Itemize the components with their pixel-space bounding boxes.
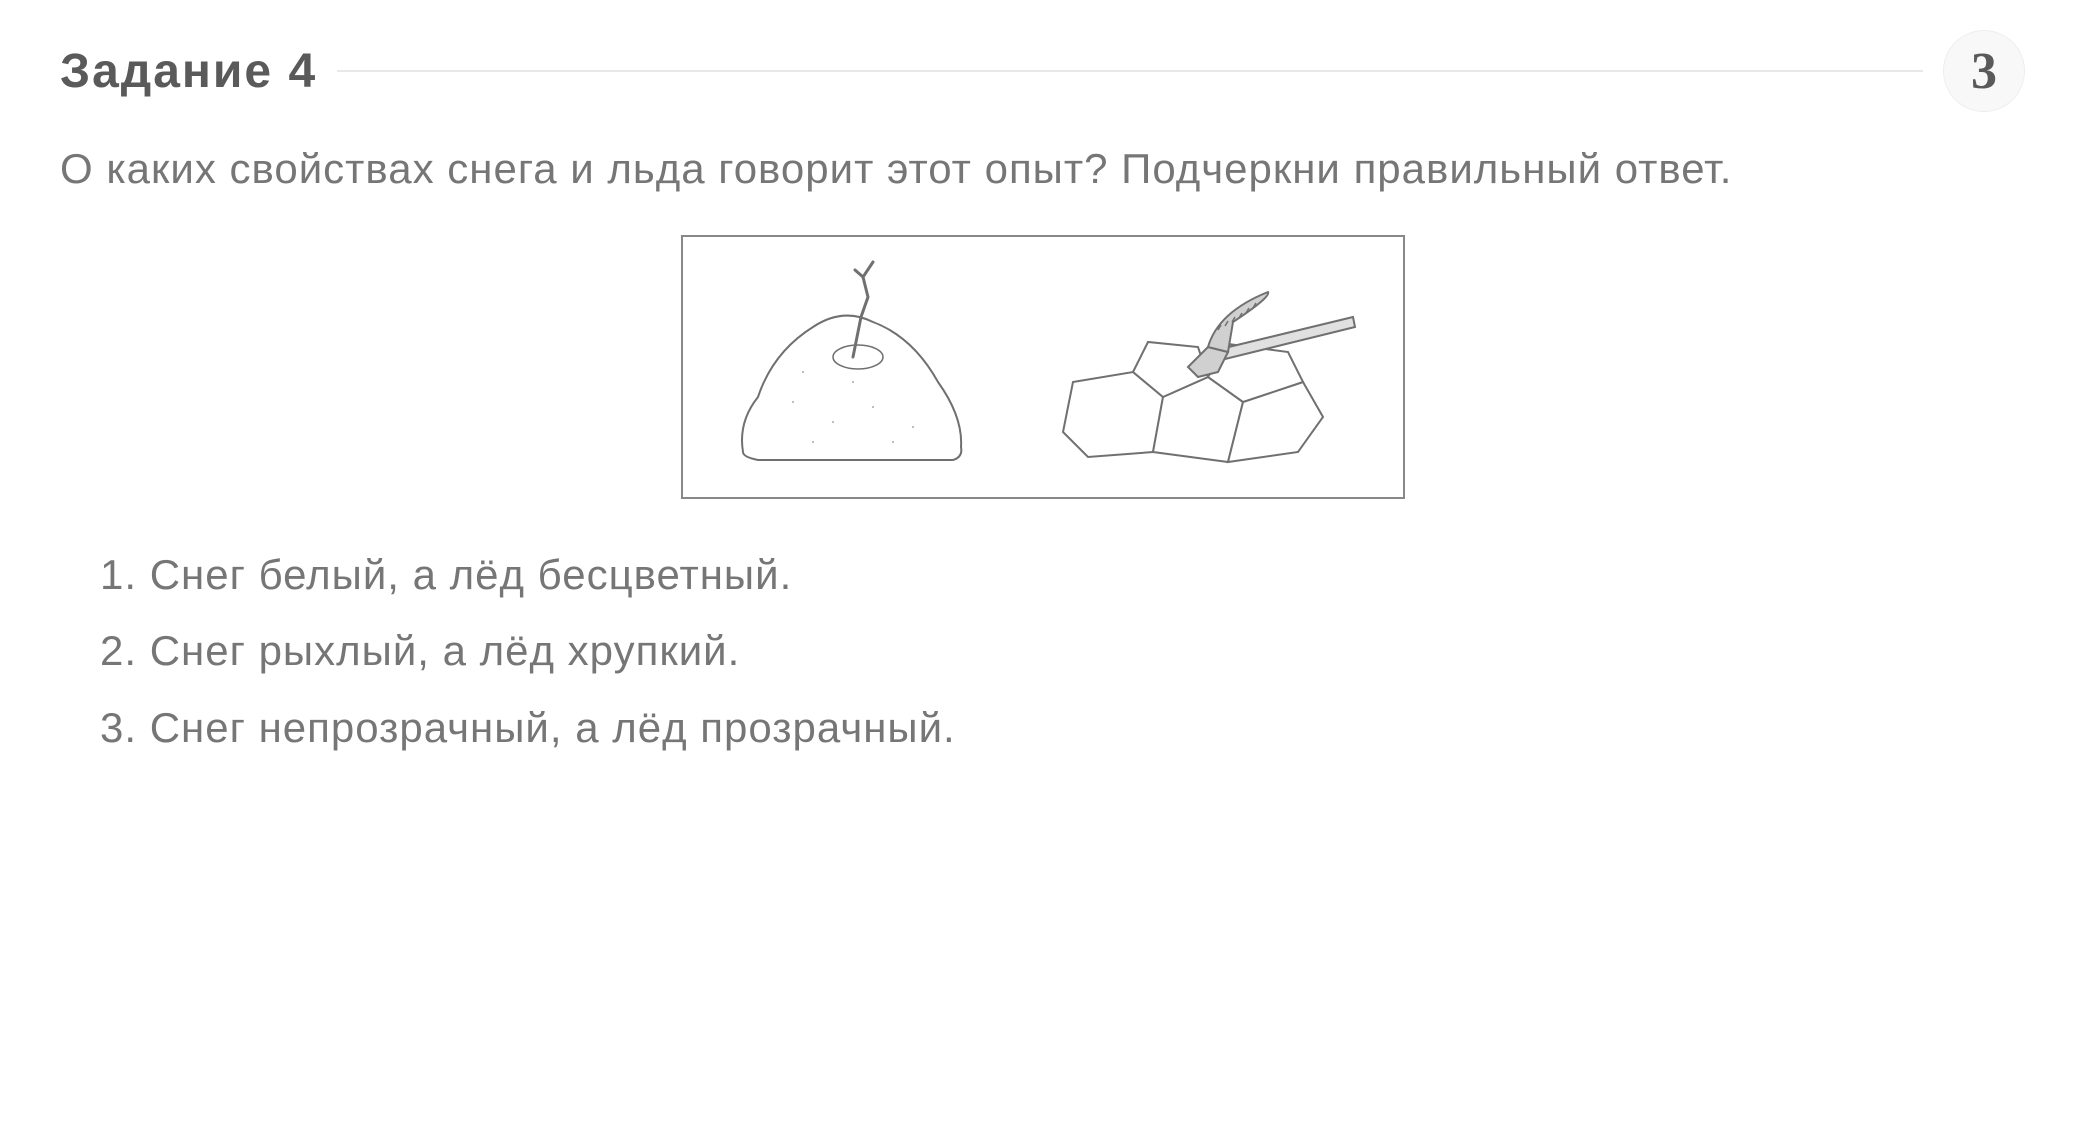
header-divider	[337, 70, 1923, 72]
answer-option: 1. Снег белый, а лёд бесцветный.	[100, 539, 2025, 610]
answer-number: 3.	[100, 704, 137, 751]
answers-list: 1. Снег белый, а лёд бесцветный. 2. Снег…	[100, 539, 2025, 763]
snow-pile-icon	[713, 252, 993, 482]
illustration-container	[60, 235, 2025, 499]
answer-number: 1.	[100, 551, 137, 598]
task-title: Задание 4	[60, 44, 317, 99]
answer-text: Снег непрозрачный, а лёд прозрачный.	[150, 704, 956, 751]
ice-block-icon	[1033, 252, 1373, 482]
answer-text: Снег рыхлый, а лёд хрупкий.	[150, 627, 741, 674]
question-text: О каких свойствах снега и льда говорит э…	[60, 137, 2025, 200]
task-header: Задание 4 3	[60, 30, 2025, 112]
answer-text: Снег белый, а лёд бесцветный.	[150, 551, 793, 598]
score-value: 3	[1971, 42, 1997, 101]
answer-option: 2. Снег рыхлый, а лёд хрупкий.	[100, 615, 2025, 686]
answer-number: 2.	[100, 627, 137, 674]
illustration-box	[681, 235, 1405, 499]
answer-option: 3. Снег непрозрачный, а лёд прозрачный.	[100, 692, 2025, 763]
score-badge: 3	[1943, 30, 2025, 112]
